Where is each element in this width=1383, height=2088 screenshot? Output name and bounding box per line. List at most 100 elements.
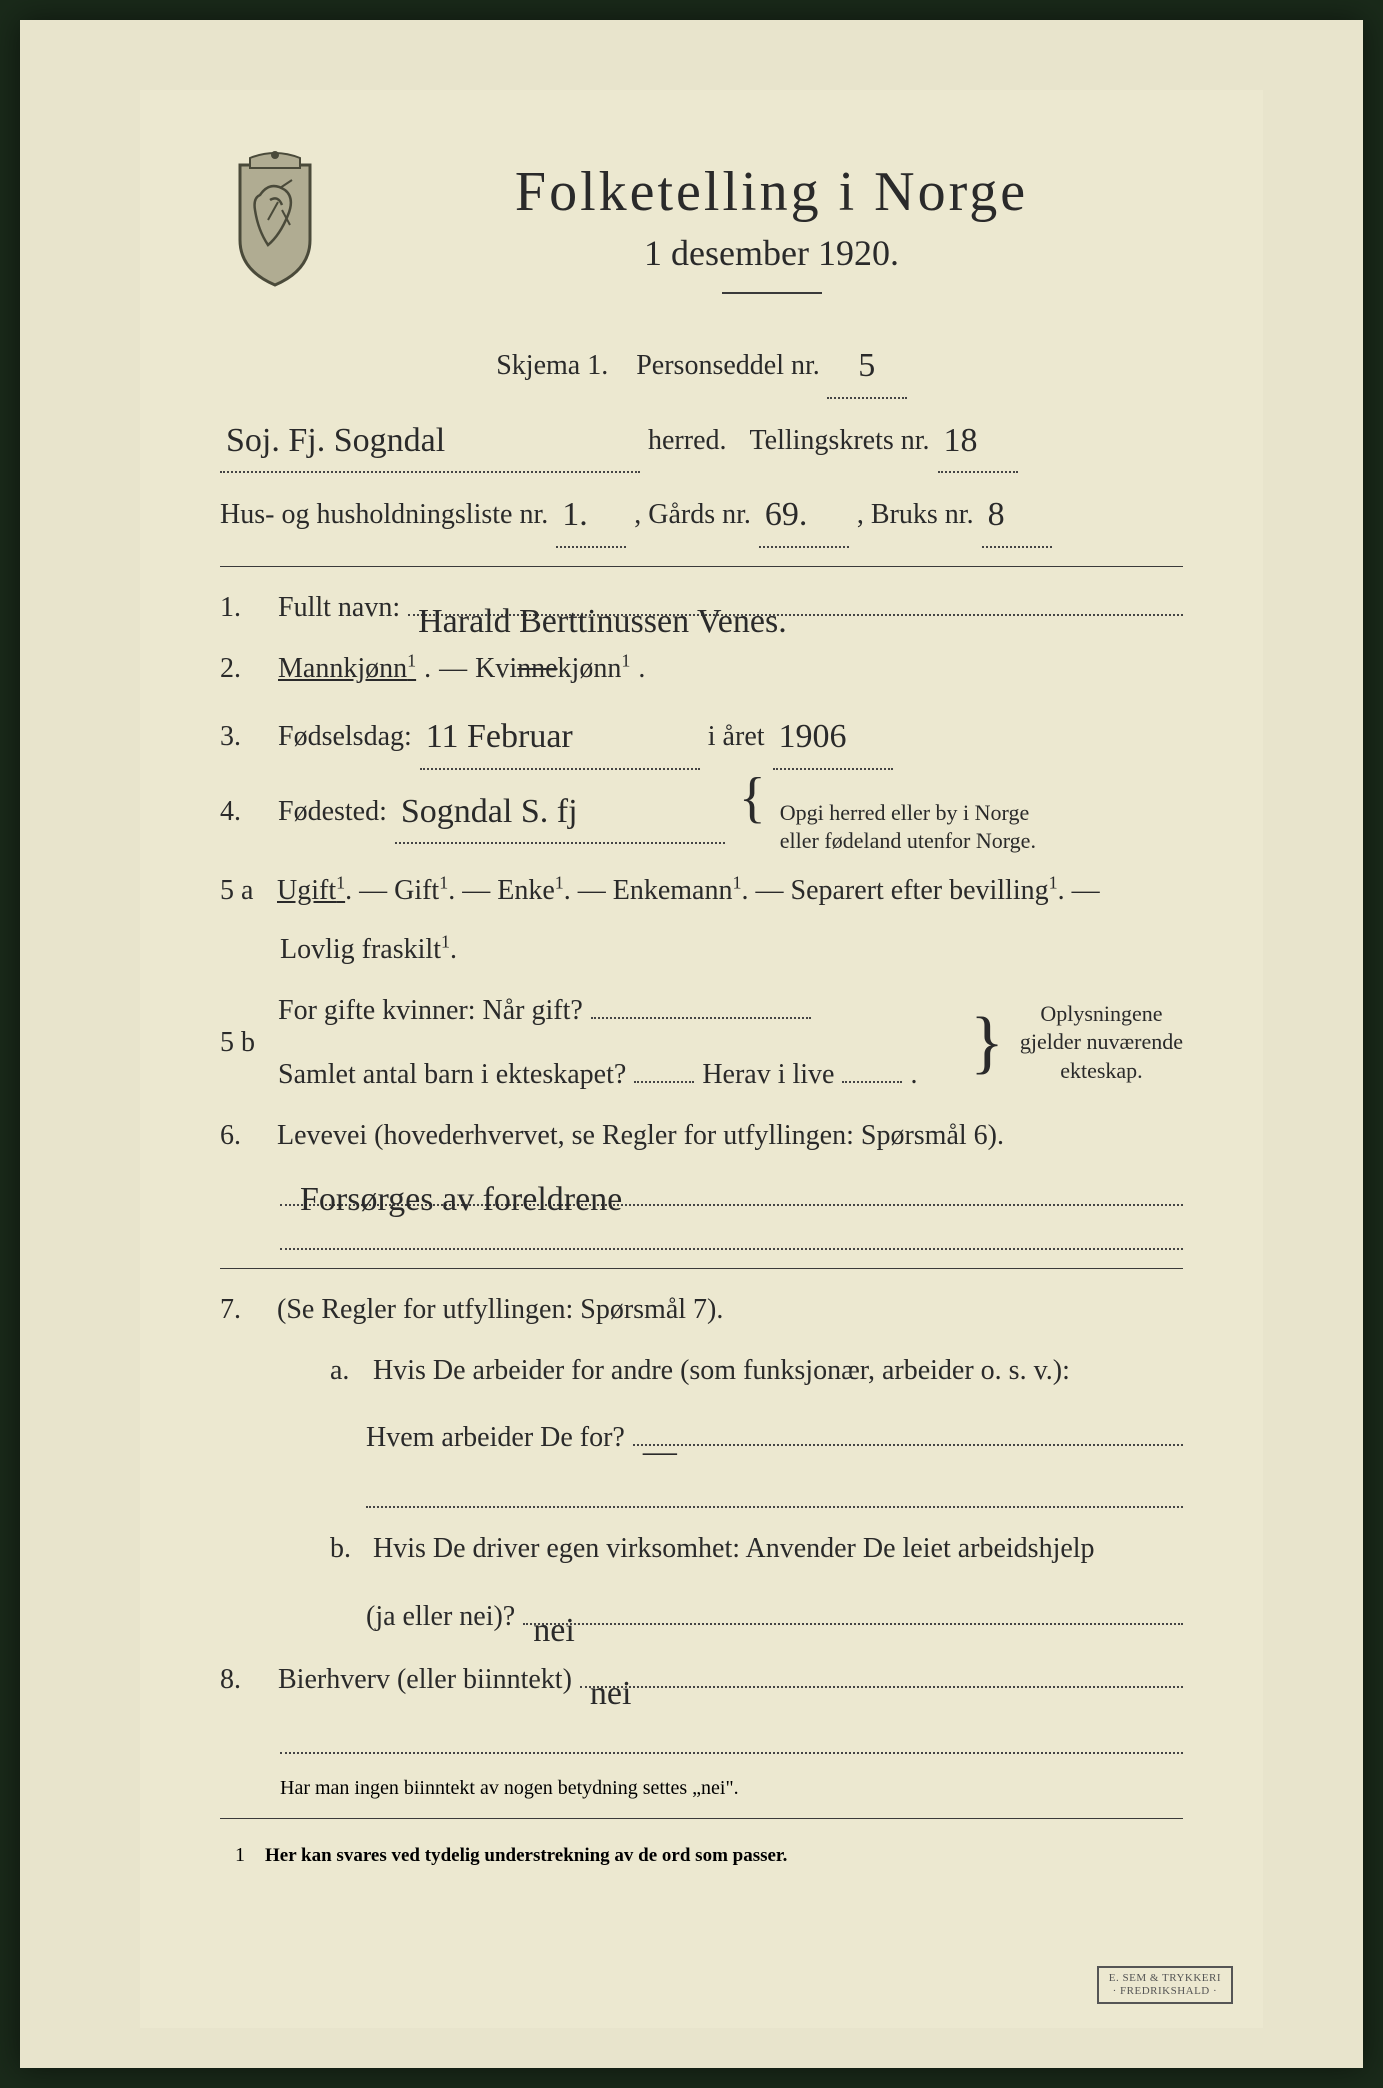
q7a-line1: Hvis De arbeider for andre (som funksjon… — [373, 1355, 1070, 1386]
q8-value: nei — [590, 1662, 632, 1690]
q7b-field: nei — [523, 1597, 1183, 1625]
q5b-gift-field — [591, 991, 811, 1019]
q8-field-2 — [280, 1714, 1183, 1754]
q6-num: 6. — [220, 1109, 270, 1162]
footer-note-1: Har man ingen biinntekt av nogen betydni… — [220, 1772, 1183, 1804]
q1-num: 1. — [220, 581, 270, 634]
q2-opt-kvinnekjonn: Kvinnekjønn1 — [475, 642, 630, 695]
q1-value: Harald Berttinussen Venes. — [418, 590, 787, 618]
q7-num: 7. — [220, 1283, 270, 1336]
q7-label: (Se Regler for utfyllingen: Spørsmål 7). — [277, 1294, 723, 1325]
q2-num: 2. — [220, 642, 270, 695]
herred-name-value: Soj. Fj. Sogndal — [226, 422, 445, 459]
q7a-letter: a. — [330, 1344, 366, 1397]
tellingskrets-nr-value: 18 — [944, 422, 978, 459]
q5b-live-field — [842, 1081, 902, 1083]
printer-stamp: E. SEM & TRYKKERI · FREDRIKSHALD · — [1097, 1966, 1233, 2004]
coat-of-arms-icon — [220, 150, 330, 290]
q5a-row: 5 a Ugift1. — Gift1. — Enke1. — Enkemann… — [220, 864, 1183, 976]
scan-background: Folketelling i Norge 1 desember 1920. Sk… — [20, 20, 1363, 2068]
q5b-label-3: Herav i live — [702, 1048, 834, 1101]
q8-label: Bierhverv (eller biinntekt) — [278, 1653, 572, 1706]
personseddel-nr-field: 5 — [827, 332, 907, 399]
title-rule — [722, 292, 822, 294]
q7b-line2: (ja eller nei)? — [366, 1590, 515, 1643]
husliste-nr-value: 1. — [562, 496, 588, 533]
herred-label: herred. — [648, 414, 727, 467]
q3-year-field: 1906 — [773, 703, 893, 770]
q3-row: 3. Fødselsdag: 11 Februar i året 1906 — [220, 703, 1183, 770]
footnote-row: 1 Her kan svares ved tydelig understrekn… — [220, 1839, 1183, 1871]
gards-nr-field: 69. — [759, 481, 849, 548]
q7a: a. Hvis De arbeider for andre (som funks… — [220, 1344, 1183, 1508]
bruks-nr-field: 8 — [982, 481, 1052, 548]
q3-day-field: 11 Februar — [420, 703, 700, 770]
q6-field-1: Forsørges av foreldrene — [280, 1166, 1183, 1206]
q8-field: nei — [580, 1660, 1183, 1688]
brace-icon: } — [970, 1018, 1004, 1067]
q3-year-value: 1906 — [779, 718, 847, 755]
q1-label: Fullt navn: — [278, 581, 400, 634]
separator-1 — [220, 566, 1183, 567]
personseddel-nr-value: 5 — [858, 347, 875, 384]
q7b-letter: b. — [330, 1522, 366, 1575]
q2-row: 2. Mannkjønn1. — Kvinnekjønn1. — [220, 642, 1183, 695]
q5a-ugift: Ugift1 — [277, 875, 345, 906]
q5b-label-1: For gifte kvinner: Når gift? — [278, 984, 583, 1037]
q5a-gift: Gift1 — [394, 875, 448, 906]
q5a-enkemann: Enkemann1 — [613, 875, 742, 906]
title-block: Folketelling i Norge 1 desember 1920. — [360, 150, 1183, 322]
schema-line: Skjema 1. Personseddel nr. 5 — [220, 332, 1183, 399]
q5b-antal-field — [634, 1081, 694, 1083]
q4-label: Fødested: — [278, 785, 387, 838]
q5b-row: 5 b For gifte kvinner: Når gift? Samlet … — [220, 984, 1183, 1100]
q6-row: 6. Levevei (hovederhvervet, se Regler fo… — [220, 1109, 1183, 1250]
q4-note: Opgi herred eller by i Norge eller fødel… — [780, 799, 1036, 856]
q5b-note: Oplysningene gjelder nuværende ekteskap. — [1020, 1000, 1183, 1086]
q7b: b. Hvis De driver egen virksomhet: Anven… — [220, 1522, 1183, 1642]
q5b-num: 5 b — [220, 1016, 270, 1069]
q4-num: 4. — [220, 785, 270, 838]
header-row: Folketelling i Norge 1 desember 1920. — [220, 150, 1183, 322]
q1-row: 1. Fullt navn: Harald Berttinussen Venes… — [220, 581, 1183, 634]
q7a-field-2 — [366, 1468, 1183, 1508]
q8-num: 8. — [220, 1653, 270, 1706]
q3-num: 3. — [220, 710, 270, 763]
q4-value: Sogndal S. fj — [401, 793, 578, 830]
document-paper: Folketelling i Norge 1 desember 1920. Sk… — [140, 90, 1263, 2028]
q3-label-2: i året — [708, 710, 765, 763]
footnote-text: Her kan svares ved tydelig understreknin… — [265, 1845, 787, 1866]
q7a-value: — — [643, 1420, 677, 1448]
q6-value: Forsørges av foreldrene — [300, 1168, 622, 1204]
separator-3 — [220, 1818, 1183, 1819]
q7b-value: nei — [533, 1599, 575, 1627]
q5a-enke: Enke1 — [497, 875, 564, 906]
q4-row: 4. Fødested: Sogndal S. fj { Opgi herred… — [220, 778, 1183, 856]
gards-label: , Gårds nr. — [634, 488, 751, 541]
q3-day-value: 11 Februar — [426, 718, 573, 755]
tellingskrets-nr-field: 18 — [938, 407, 1018, 474]
husliste-nr-field: 1. — [556, 481, 626, 548]
brace-icon: { — [739, 776, 766, 821]
schema-label-2: Personseddel nr. — [636, 350, 820, 381]
q6-field-2 — [280, 1210, 1183, 1250]
q1-field: Harald Berttinussen Venes. — [408, 588, 1183, 616]
bruks-label: , Bruks nr. — [857, 488, 974, 541]
gards-nr-value: 69. — [765, 496, 808, 533]
subtitle-date: 1 desember 1920. — [360, 232, 1183, 274]
q7b-line1: Hvis De driver egen virksomhet: Anvender… — [373, 1533, 1095, 1564]
q7a-field: — — [633, 1418, 1183, 1446]
bruks-nr-value: 8 — [988, 496, 1005, 533]
q5a-separert: Separert efter bevilling1 — [791, 875, 1058, 906]
separator-2 — [220, 1268, 1183, 1269]
q5a-fraskilt: Lovlig fraskilt1 — [280, 934, 450, 965]
q4-field: Sogndal S. fj — [395, 778, 725, 845]
q3-label-1: Fødselsdag: — [278, 710, 412, 763]
footnote-num: 1 — [220, 1839, 260, 1871]
q8-row: 8. Bierhverv (eller biinntekt) nei — [220, 1653, 1183, 1706]
q7-row: 7. (Se Regler for utfyllingen: Spørsmål … — [220, 1283, 1183, 1643]
main-title: Folketelling i Norge — [360, 160, 1183, 224]
herred-line: Soj. Fj. Sogndal herred. Tellingskrets n… — [220, 407, 1183, 474]
herred-name-field: Soj. Fj. Sogndal — [220, 407, 640, 474]
hus-line: Hus- og husholdningsliste nr. 1. , Gårds… — [220, 481, 1183, 548]
